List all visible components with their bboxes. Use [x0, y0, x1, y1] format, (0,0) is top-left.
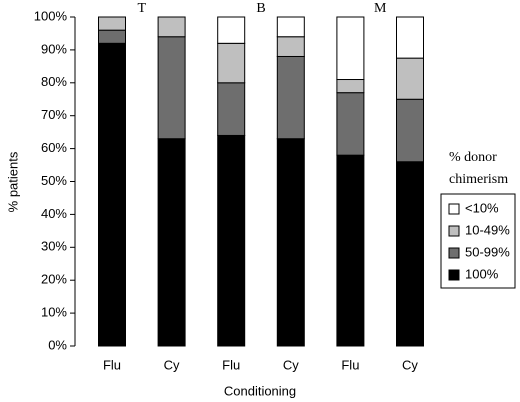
- x-tick-label: Flu: [222, 357, 240, 372]
- legend-swatch: [448, 203, 460, 215]
- y-tick-label: 30%: [41, 239, 67, 254]
- y-tick-label: 80%: [41, 74, 67, 89]
- bar-segment: [98, 29, 126, 44]
- x-tick-label: Flu: [103, 357, 121, 372]
- y-tick-label: 90%: [41, 41, 67, 56]
- legend-label: 10-49%: [465, 222, 510, 237]
- legend-label: <10%: [465, 200, 499, 215]
- bar-segment: [276, 36, 305, 57]
- legend-box: [440, 193, 516, 289]
- x-tick-label: Cy: [283, 357, 299, 372]
- legend-swatch: [448, 247, 460, 259]
- bar-segment: [157, 36, 186, 140]
- bar-segment: [276, 138, 305, 347]
- group-label: M: [374, 1, 387, 16]
- bar-segment: [336, 16, 365, 81]
- legend-label: 50-99%: [465, 244, 510, 259]
- legend-swatch: [448, 225, 460, 237]
- y-tick-label: 20%: [41, 272, 67, 287]
- bar-segment: [157, 16, 186, 38]
- y-tick-label: 100%: [34, 8, 68, 23]
- bar-segment: [157, 138, 186, 347]
- bar-segment: [396, 16, 424, 59]
- bar-segment: [396, 57, 424, 100]
- group-label: T: [138, 1, 147, 16]
- bar-segment: [276, 16, 305, 38]
- y-tick-label: 70%: [41, 107, 67, 122]
- bar-segment: [217, 16, 246, 44]
- bar-segment: [98, 16, 126, 31]
- group-label: B: [256, 1, 265, 16]
- legend-label: 100%: [465, 266, 499, 281]
- y-tick-label: 50%: [41, 173, 67, 188]
- bar-segment: [336, 154, 365, 347]
- legend-title: % donor: [449, 150, 497, 165]
- x-axis-label: Conditioning: [224, 383, 296, 398]
- bar-segment: [276, 55, 305, 140]
- bar-segment: [336, 92, 365, 156]
- bar-segment: [217, 134, 246, 347]
- y-tick-label: 40%: [41, 206, 67, 221]
- y-tick-label: 10%: [41, 305, 67, 320]
- bar-segment: [336, 79, 365, 94]
- x-tick-label: Cy: [164, 357, 180, 372]
- bar-segment: [396, 98, 424, 163]
- x-tick-label: Cy: [402, 357, 418, 372]
- y-tick-label: 0%: [48, 337, 67, 352]
- y-tick-label: 60%: [41, 140, 67, 155]
- y-axis-label: % patients: [5, 151, 20, 212]
- bar-segment: [217, 82, 246, 136]
- bar-segment: [396, 161, 424, 347]
- legend-swatch: [448, 269, 460, 281]
- legend-title: chimerism: [449, 172, 508, 187]
- bar-segment: [98, 42, 126, 347]
- bar-segment: [217, 42, 246, 84]
- x-tick-label: Flu: [341, 357, 359, 372]
